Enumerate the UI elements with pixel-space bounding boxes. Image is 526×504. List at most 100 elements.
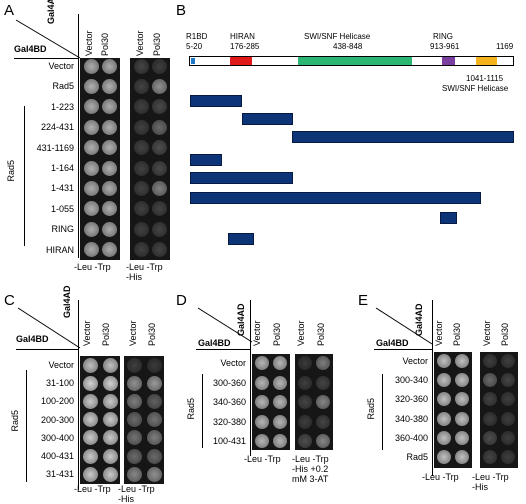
header-diagonal bbox=[197, 307, 253, 343]
yeast-spot bbox=[102, 357, 118, 373]
row-label: 300-360 bbox=[212, 377, 246, 388]
row-label: 340-380 bbox=[394, 413, 428, 424]
yeast-spot bbox=[455, 430, 469, 445]
yeast-spot bbox=[151, 180, 167, 196]
yeast-spot bbox=[102, 430, 118, 446]
construct-bar-1-164 bbox=[190, 154, 222, 166]
row-label: Vector bbox=[402, 356, 428, 366]
domain-ring-range: 913-961 bbox=[430, 42, 460, 51]
yeast-spot bbox=[101, 180, 117, 196]
construct-bar-1-223 bbox=[190, 95, 242, 107]
yeast-spot bbox=[151, 201, 167, 217]
col-vector-label-2: Vector bbox=[135, 30, 145, 56]
gal4bd-label: Gal4BD bbox=[16, 334, 49, 344]
row-column-divider bbox=[78, 14, 79, 258]
yeast-spot bbox=[133, 160, 149, 176]
yeast-spot bbox=[83, 221, 99, 237]
col-pol30-label: Pol30 bbox=[452, 322, 462, 346]
panel-letter-e: E bbox=[358, 292, 369, 309]
row-label: 31-100 bbox=[45, 378, 74, 389]
col-vector-label-2: Vector bbox=[296, 320, 306, 346]
yeast-spot bbox=[437, 354, 451, 368]
construct-bar-224-431 bbox=[242, 113, 293, 125]
panel-letter-a: A bbox=[4, 2, 15, 19]
yeast-spot bbox=[437, 411, 451, 426]
row-label: Rad5 bbox=[406, 452, 428, 462]
yeast-spot bbox=[146, 375, 162, 391]
row-column-divider bbox=[78, 300, 79, 490]
yeast-spot bbox=[146, 357, 162, 373]
yeast-spot bbox=[316, 395, 330, 409]
yeast-spot bbox=[102, 448, 118, 464]
col-pol30-label: Pol30 bbox=[101, 322, 111, 346]
yeast-spot bbox=[483, 373, 497, 388]
yeast-spot bbox=[83, 58, 99, 74]
yeast-spot bbox=[437, 430, 451, 445]
yeast-spot bbox=[437, 373, 451, 388]
yeast-spot bbox=[82, 412, 98, 428]
yeast-spot bbox=[455, 392, 469, 407]
yeast-spot bbox=[316, 375, 330, 390]
yeast-spot bbox=[146, 393, 162, 409]
footer-medium-right: -Leu -Trp -His +0.2 mM 3-AT bbox=[292, 454, 329, 484]
header-diagonal bbox=[15, 19, 81, 59]
row-label: 1-223 bbox=[50, 101, 74, 112]
row-label: HIRAN bbox=[45, 244, 74, 255]
domain-helicase2-block bbox=[476, 57, 497, 65]
yeast-spot bbox=[83, 180, 99, 196]
yeast-spot bbox=[126, 375, 142, 391]
yeast-spot bbox=[255, 414, 269, 429]
row-label: Rad5 bbox=[52, 81, 74, 92]
yeast-spot bbox=[298, 375, 312, 390]
yeast-spot bbox=[101, 78, 117, 94]
footer-medium-left: -Leu -Trp bbox=[74, 262, 111, 272]
yeast-spot bbox=[273, 414, 287, 429]
group-label-rad5: Rad5 bbox=[186, 398, 196, 420]
gal4ad-label: Gal4AD bbox=[236, 303, 246, 336]
yeast-spot bbox=[151, 58, 167, 74]
yeast-spot bbox=[501, 450, 515, 464]
yeast-spot bbox=[101, 201, 117, 217]
gal4ad-label: Gal4AD bbox=[414, 303, 424, 336]
yeast-spot bbox=[501, 430, 515, 445]
yeast-spot bbox=[255, 375, 269, 390]
yeast-spot bbox=[102, 393, 118, 409]
yeast-spot bbox=[255, 395, 269, 409]
yeast-spot bbox=[83, 160, 99, 176]
row-label: 400-431 bbox=[40, 451, 74, 461]
yeast-spot bbox=[101, 140, 117, 156]
row-label: 1-164 bbox=[50, 163, 74, 173]
yeast-spot bbox=[83, 78, 99, 94]
col-pol30-label: Pol30 bbox=[272, 322, 282, 346]
construct-bar-hiran bbox=[228, 233, 254, 245]
yeast-spot bbox=[316, 356, 330, 370]
yeast-spot bbox=[82, 375, 98, 391]
col-pol30-label: Pol30 bbox=[100, 32, 110, 56]
gal4bd-label: Gal4BD bbox=[198, 338, 231, 348]
yeast-spot bbox=[255, 434, 269, 448]
yeast-spot bbox=[146, 466, 162, 482]
construct-bar-ring bbox=[440, 212, 457, 224]
row-label: 300-340 bbox=[394, 375, 428, 386]
yeast-spot bbox=[501, 354, 515, 368]
group-bracket bbox=[382, 374, 383, 450]
row-label: Vector bbox=[48, 360, 74, 370]
yeast-spot bbox=[151, 99, 167, 115]
footer-medium-left: -Leu -Trp bbox=[74, 484, 111, 494]
yeast-spot bbox=[133, 140, 149, 156]
yeast-spot bbox=[133, 242, 149, 258]
yeast-spot bbox=[101, 58, 117, 74]
yeast-spot bbox=[151, 242, 167, 258]
col-pol30-label-2: Pol30 bbox=[147, 322, 157, 346]
col-pol30-label-2: Pol30 bbox=[500, 322, 510, 346]
yeast-spot bbox=[101, 160, 117, 176]
header-diagonal bbox=[17, 307, 81, 349]
yeast-spot bbox=[146, 448, 162, 464]
group-label-rad5: Rad5 bbox=[366, 398, 376, 420]
yeast-spot bbox=[151, 160, 167, 176]
col-vector-label: Vector bbox=[84, 30, 94, 56]
yeast-spot bbox=[255, 356, 269, 370]
yeast-spot bbox=[483, 411, 497, 426]
yeast-spot bbox=[273, 356, 287, 370]
yeast-spot bbox=[483, 354, 497, 368]
